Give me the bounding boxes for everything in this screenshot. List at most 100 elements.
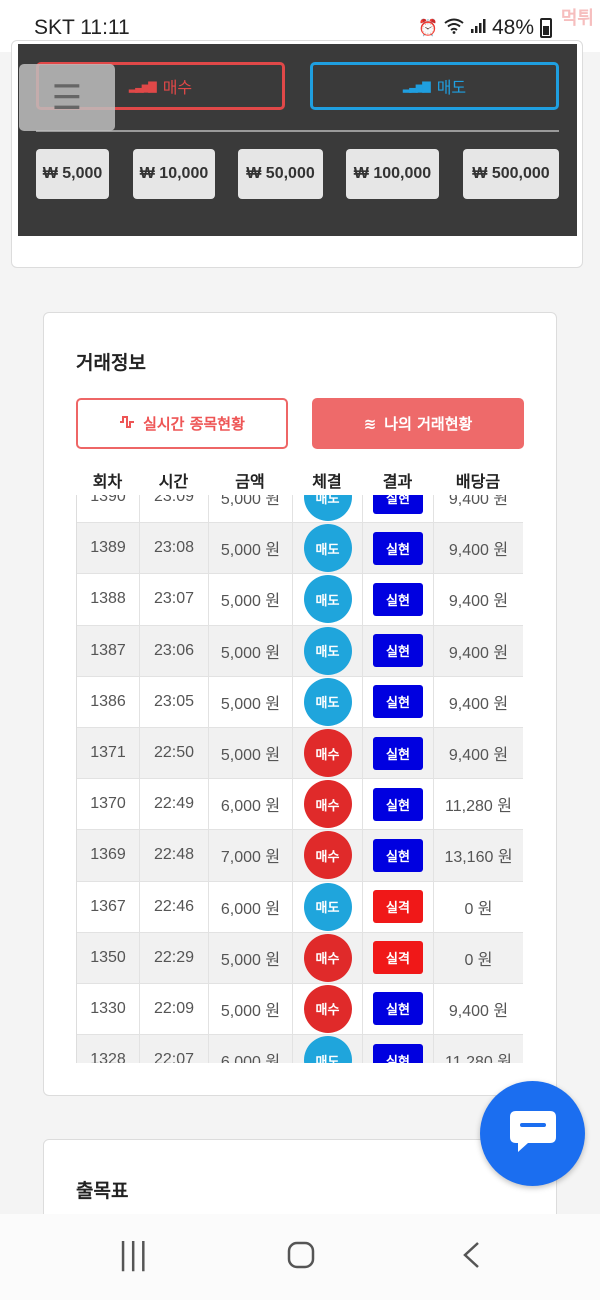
system-nav-bar: ||| <box>0 1214 600 1300</box>
tab-live-status[interactable]: 실시간 종목현황 <box>76 398 288 449</box>
cell-amount: 7,000 원 <box>209 830 293 881</box>
amount-button-50000[interactable]: ₩ 50,000 <box>238 149 323 199</box>
cell-side: 매도 <box>293 625 363 676</box>
cell-amount: 5,000 원 <box>209 983 293 1035</box>
back-icon[interactable] <box>460 1240 482 1276</box>
sell-button[interactable]: ▂▃▅▇ 매도 <box>310 62 559 110</box>
table-row: 1388 23:07 5,000 원 매도 실현 9,400 원 <box>77 574 523 626</box>
buy-button[interactable]: ▂▃▅▇ 매수 <box>36 62 285 110</box>
cell-side: 매도 <box>293 881 363 932</box>
cell-time: 22:50 <box>140 727 209 779</box>
home-icon[interactable] <box>286 1240 316 1276</box>
tab-live-label: 실시간 종목현황 <box>143 415 245 433</box>
result-badge: 실현 <box>373 992 423 1026</box>
table-row: 1390 23:09 5,000 원 매도 실현 9,400 원 <box>77 495 523 524</box>
cell-payout: 9,400 원 <box>434 495 523 522</box>
cell-side: 매도 <box>293 1035 363 1063</box>
amount-button-100000[interactable]: ₩ 100,000 <box>346 149 439 199</box>
battery-icon <box>540 18 552 38</box>
side-badge: 매도 <box>303 524 352 573</box>
cell-time: 23:07 <box>140 574 209 625</box>
side-badge: 매도 <box>303 882 352 931</box>
cell-result: 실현 <box>363 830 434 881</box>
status-icons: ⏰ 48% <box>418 16 552 40</box>
cell-time: 22:46 <box>140 881 209 932</box>
cell-result: 실현 <box>363 779 434 830</box>
cell-time: 22:29 <box>140 932 209 983</box>
result-badge: 실현 <box>373 531 423 565</box>
cell-round: 1389 <box>77 523 140 574</box>
cell-payout: 13,160 원 <box>434 830 523 880</box>
result-badge: 실현 <box>373 787 423 821</box>
cell-time: 23:08 <box>140 523 209 574</box>
col-round: 회차 <box>92 472 123 491</box>
cell-time: 22:07 <box>140 1035 209 1063</box>
amount-button-10000[interactable]: ₩ 10,000 <box>133 149 215 199</box>
cell-round: 1350 <box>77 932 140 983</box>
cell-time: 22:49 <box>140 779 209 830</box>
cell-round: 1371 <box>77 727 140 779</box>
chat-bubble-icon <box>506 1107 560 1161</box>
col-payout: 배당금 <box>455 472 501 491</box>
cell-round: 1370 <box>77 779 140 830</box>
result-badge: 실현 <box>373 634 423 668</box>
amount-button-500000[interactable]: ₩ 500,000 <box>463 149 559 199</box>
side-badge: 매수 <box>303 984 352 1033</box>
cell-time: 22:48 <box>140 830 209 881</box>
cell-amount: 5,000 원 <box>209 574 293 625</box>
cell-result: 실격 <box>363 932 434 983</box>
cell-side: 매수 <box>293 932 363 983</box>
cell-side: 매도 <box>293 495 363 523</box>
pulse-icon <box>119 415 135 433</box>
table-row: 1387 23:06 5,000 원 매도 실현 9,400 원 <box>77 625 523 677</box>
alarm-icon: ⏰ <box>418 20 438 37</box>
cell-time: 23:09 <box>140 495 209 523</box>
wifi-icon <box>444 18 464 39</box>
table-row: 1369 22:48 7,000 원 매수 실현 13,160 원 <box>77 830 523 882</box>
side-badge: 매도 <box>303 495 352 522</box>
tab-mine-label: 나의 거래현황 <box>384 415 473 433</box>
cell-payout: 9,400 원 <box>434 677 523 727</box>
cell-round: 1388 <box>77 574 140 625</box>
cell-side: 매도 <box>293 523 363 574</box>
result-badge: 실현 <box>373 838 423 872</box>
chat-button[interactable] <box>480 1081 585 1186</box>
cell-time: 22:09 <box>140 983 209 1035</box>
cell-payout: 11,280 원 <box>434 779 523 829</box>
side-badge: 매수 <box>303 933 352 982</box>
cell-time: 23:06 <box>140 625 209 676</box>
cell-amount: 6,000 원 <box>209 881 293 932</box>
side-badge: 매도 <box>303 677 352 726</box>
cell-round: 1328 <box>77 1035 140 1063</box>
cell-side: 매수 <box>293 983 363 1035</box>
table-header: 회차 시간 금액 체결 결과 배당금 <box>76 468 523 496</box>
table-row: 1386 23:05 5,000 원 매도 실현 9,400 원 <box>77 676 523 728</box>
cell-side: 매도 <box>293 676 363 727</box>
recent-apps-icon[interactable]: ||| <box>118 1237 149 1272</box>
result-badge: 실현 <box>373 582 423 616</box>
cell-amount: 5,000 원 <box>209 625 293 676</box>
col-side: 체결 <box>312 472 342 491</box>
cell-amount: 5,000 원 <box>209 523 293 574</box>
cell-time: 23:05 <box>140 676 209 727</box>
cell-side: 매수 <box>293 830 363 881</box>
table-row: 1370 22:49 6,000 원 매수 실현 11,280 원 <box>77 779 523 831</box>
cell-payout: 0 원 <box>434 933 523 983</box>
amount-button-5000[interactable]: ₩ 5,000 <box>36 149 109 199</box>
cell-result: 실현 <box>363 727 434 779</box>
menu-button[interactable]: ☰ <box>19 64 115 131</box>
table-row: 1367 22:46 6,000 원 매도 실격 0 원 <box>77 881 523 933</box>
table-row: 1389 23:08 5,000 원 매도 실현 9,400 원 <box>77 523 523 575</box>
table-row: 1371 22:50 5,000 원 매수 실현 9,400 원 <box>77 727 523 780</box>
table-row: 1330 22:09 5,000 원 매수 실현 9,400 원 <box>77 983 523 1036</box>
trade-info-title: 거래정보 <box>76 352 146 374</box>
cell-amount: 5,000 원 <box>209 676 293 727</box>
cell-payout: 0 원 <box>434 882 523 932</box>
cell-round: 1387 <box>77 625 140 676</box>
sell-label: 매도 <box>436 78 467 97</box>
result-badge: 실현 <box>373 685 423 719</box>
cell-amount: 5,000 원 <box>209 495 293 523</box>
tab-my-trades[interactable]: ≋ 나의 거래현황 <box>312 398 524 449</box>
trade-table[interactable]: 1390 23:09 5,000 원 매도 실현 9,400 원 1389 23:08 5,00… <box>76 495 523 1063</box>
result-badge: 실현 <box>373 736 423 770</box>
